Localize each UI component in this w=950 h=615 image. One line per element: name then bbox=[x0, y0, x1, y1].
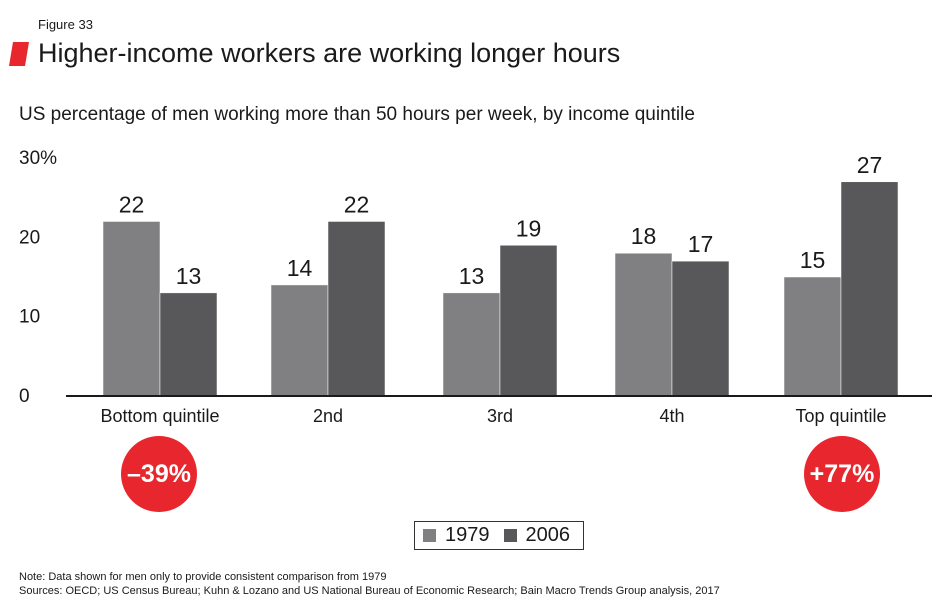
bar-2006 bbox=[840, 181, 899, 397]
bottom-quintile-change-badge: –39% bbox=[121, 436, 197, 512]
category-label: 4th bbox=[659, 406, 684, 426]
chart-sources: Sources: OECD; US Census Bureau; Kuhn & … bbox=[19, 585, 720, 597]
bar-chart: 0 10 20 30% 22 13 Bottom quintile 14 22 2nd 13 19 3r… bbox=[19, 148, 932, 426]
category-label: 3rd bbox=[487, 406, 513, 426]
bar-1979 bbox=[442, 292, 501, 397]
category-label: Top quintile bbox=[795, 406, 886, 426]
bar-2006 bbox=[671, 260, 730, 397]
bar-value-label: 22 bbox=[119, 191, 145, 217]
legend-swatch-2006 bbox=[503, 529, 517, 542]
bar-value-label: 13 bbox=[176, 263, 202, 289]
bar-value-label: 15 bbox=[800, 247, 826, 273]
bar-value-label: 13 bbox=[459, 263, 485, 289]
chart-legend: 1979 2006 bbox=[414, 521, 584, 550]
y-tick-label: 0 bbox=[19, 386, 30, 407]
category-label: Bottom quintile bbox=[100, 406, 219, 426]
legend-item-2006: 2006 bbox=[503, 524, 571, 547]
bar-value-label: 22 bbox=[344, 191, 370, 217]
bar-value-label: 19 bbox=[516, 215, 542, 241]
bar-1979 bbox=[614, 252, 673, 397]
bar-1979 bbox=[270, 284, 329, 397]
y-tick-label: 30% bbox=[19, 148, 57, 169]
figure-label: Figure 33 bbox=[38, 17, 93, 32]
legend-item-1979: 1979 bbox=[415, 524, 490, 547]
legend-label-1979: 1979 bbox=[445, 524, 490, 546]
y-tick-label: 10 bbox=[19, 307, 40, 328]
bar-value-label: 18 bbox=[631, 223, 657, 249]
bar-1979 bbox=[783, 276, 842, 397]
top-quintile-change-badge: +77% bbox=[804, 436, 880, 512]
chart-note: Note: Data shown for men only to provide… bbox=[19, 571, 387, 583]
y-tick-label: 20 bbox=[19, 227, 40, 248]
bar-value-label: 17 bbox=[688, 231, 714, 257]
bar-value-label: 27 bbox=[857, 152, 883, 178]
chart-subtitle: US percentage of men working more than 5… bbox=[19, 104, 695, 125]
bar-2006 bbox=[499, 245, 558, 397]
legend-label-2006: 2006 bbox=[525, 524, 571, 546]
title-accent-icon bbox=[9, 42, 29, 66]
chart-title: Higher-income workers are working longer… bbox=[38, 38, 621, 68]
bar-2006 bbox=[159, 292, 218, 397]
bar-1979 bbox=[102, 221, 161, 397]
bar-2006 bbox=[327, 221, 386, 397]
bar-value-label: 14 bbox=[287, 255, 313, 281]
legend-swatch-1979 bbox=[423, 529, 436, 542]
category-label: 2nd bbox=[313, 406, 343, 426]
